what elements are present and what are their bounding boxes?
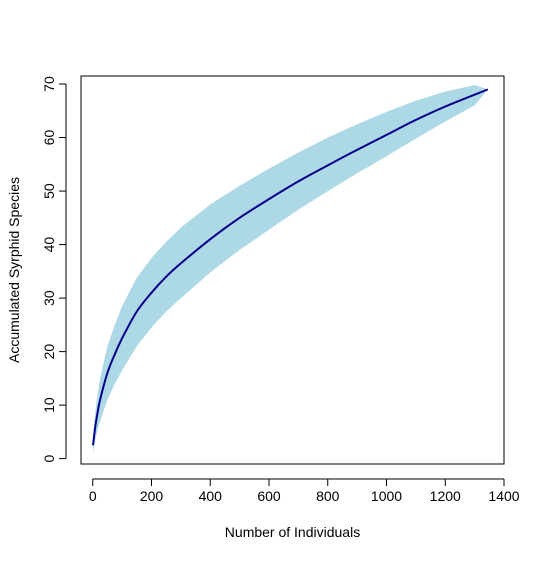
x-axis-label: Number of Individuals xyxy=(225,524,360,540)
y-tick-label: 20 xyxy=(41,344,57,360)
y-tick-label: 50 xyxy=(41,183,57,199)
accumulation-curve xyxy=(92,88,489,446)
y-tick-label: 0 xyxy=(41,455,57,463)
x-tick-label: 800 xyxy=(316,488,340,504)
y-tick-label: 70 xyxy=(41,76,57,92)
confidence-band-layer xyxy=(93,85,488,454)
y-tick-label: 60 xyxy=(41,130,57,146)
accumulation-curve-layer xyxy=(92,88,489,446)
confidence-band xyxy=(93,85,488,454)
y-axis-label: Accumulated Syrphid Species xyxy=(6,177,22,363)
x-tick-label: 1400 xyxy=(488,488,519,504)
y-axis: 0 10 20 30 40 50 60 70 xyxy=(41,76,67,463)
x-tick-label: 400 xyxy=(199,488,223,504)
y-tick-label: 40 xyxy=(41,237,57,253)
x-tick-label: 0 xyxy=(89,488,97,504)
x-tick-label: 1000 xyxy=(371,488,402,504)
x-tick-label: 200 xyxy=(140,488,164,504)
y-tick-label: 30 xyxy=(41,290,57,306)
x-axis: 0 200 400 600 800 1000 1200 1400 xyxy=(89,478,520,504)
x-tick-label: 600 xyxy=(257,488,281,504)
y-tick-label: 10 xyxy=(41,397,57,413)
plot-frame xyxy=(80,75,505,465)
x-tick-label: 1200 xyxy=(430,488,461,504)
